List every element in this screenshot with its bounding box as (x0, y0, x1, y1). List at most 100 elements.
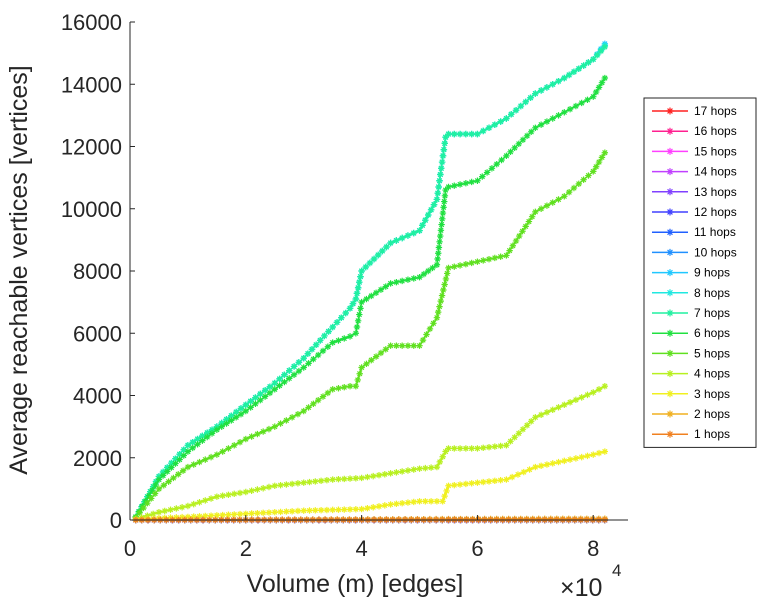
data-point (419, 222, 426, 229)
data-point (259, 485, 267, 492)
data-point (247, 404, 254, 411)
data-point (261, 393, 269, 400)
series-line-9-hops (135, 43, 606, 518)
data-point (381, 471, 388, 478)
legend-label: 14 hops (694, 165, 737, 179)
data-point (436, 238, 443, 245)
data-point (207, 512, 215, 519)
data-point (368, 292, 375, 300)
y-axis-label: Average reachable vertices [vertices] (5, 65, 33, 474)
data-point (422, 498, 429, 505)
data-point (277, 508, 284, 516)
data-point (372, 353, 380, 360)
data-point (242, 401, 250, 409)
data-point (377, 286, 385, 293)
data-point (160, 482, 167, 489)
data-point (319, 393, 327, 400)
data-point (404, 467, 412, 474)
data-point (537, 411, 545, 418)
data-point (430, 201, 438, 208)
data-point (398, 499, 406, 507)
data-point (425, 211, 432, 219)
legend-item-16-hops: 16 hops (652, 124, 737, 138)
data-point (329, 506, 336, 514)
data-point (442, 275, 450, 283)
data-point (555, 404, 562, 411)
data-point (601, 149, 609, 156)
data-point (305, 360, 312, 367)
data-point (503, 252, 510, 259)
data-point (503, 115, 510, 122)
data-point (525, 218, 533, 225)
data-point (497, 442, 504, 450)
data-point (438, 292, 446, 299)
data-point (565, 188, 573, 196)
data-point (358, 505, 365, 513)
data-point (288, 508, 296, 515)
data-point (433, 498, 441, 505)
data-point (300, 407, 307, 415)
data-point (474, 177, 481, 184)
data-point (346, 305, 354, 312)
data-point (474, 130, 481, 138)
legend-item-4-hops: 4 hops (652, 367, 730, 381)
legend-label: 13 hops (694, 185, 737, 199)
series-line-8-hops (135, 44, 606, 518)
data-point (387, 501, 394, 508)
data-point (189, 438, 196, 446)
data-point (516, 232, 523, 240)
data-point (514, 471, 522, 478)
data-point (491, 254, 499, 262)
data-point (190, 513, 197, 520)
data-point (208, 430, 216, 437)
data-point (323, 476, 331, 484)
data-point (232, 408, 240, 416)
data-point (497, 476, 504, 484)
data-point (584, 96, 591, 104)
data-point (362, 263, 369, 271)
data-point (468, 130, 475, 138)
data-point (601, 74, 609, 82)
data-point (190, 461, 197, 468)
legend-marker (666, 289, 674, 297)
data-point (578, 99, 585, 107)
data-point (445, 183, 452, 191)
data-point (511, 144, 518, 152)
data-point (561, 457, 568, 465)
data-point (341, 506, 348, 513)
data-point (231, 511, 238, 518)
data-point (456, 481, 464, 488)
series-3-hops (132, 448, 609, 523)
series-7-hops (132, 43, 609, 521)
data-point (202, 456, 209, 463)
data-point (543, 202, 551, 209)
data-point (580, 62, 587, 69)
data-point (572, 455, 580, 462)
data-point (416, 227, 423, 234)
data-point (314, 351, 322, 359)
data-point (352, 475, 360, 482)
data-point (451, 445, 458, 452)
legend-marker (666, 410, 674, 418)
series-line-3-hops (135, 450, 606, 521)
data-point (179, 467, 187, 474)
data-point (374, 251, 382, 259)
data-point (237, 405, 245, 412)
data-point (479, 173, 486, 180)
legend-item-6-hops: 6 hops (652, 326, 730, 340)
data-point (271, 386, 278, 393)
data-point (208, 426, 216, 433)
data-point (254, 509, 261, 517)
data-point (295, 367, 303, 375)
data-point (196, 513, 203, 520)
data-point (445, 482, 452, 489)
data-point (537, 87, 545, 94)
data-point (257, 396, 264, 404)
data-point (537, 205, 545, 212)
data-point (508, 111, 515, 118)
data-point (507, 148, 514, 156)
data-point (555, 196, 562, 203)
data-point (159, 468, 167, 476)
data-point (321, 332, 328, 340)
data-point (434, 189, 441, 197)
